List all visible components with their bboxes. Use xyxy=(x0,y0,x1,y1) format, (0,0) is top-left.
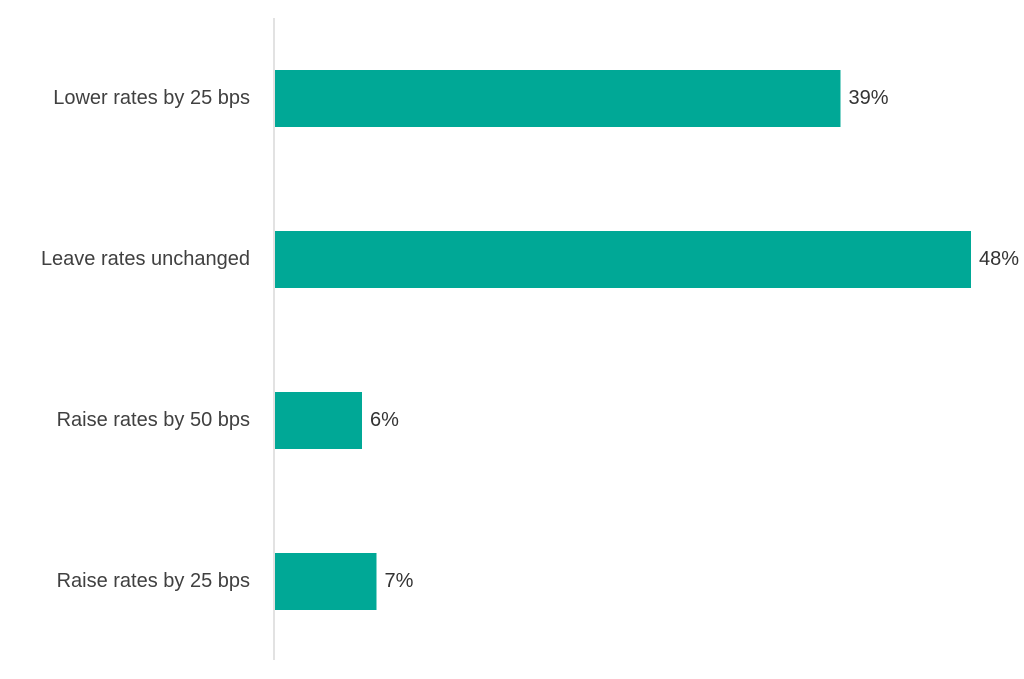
category-label: Raise rates by 50 bps xyxy=(57,409,250,431)
labels-layer: Lower rates by 25 bps 39% Leave rates unch… xyxy=(41,87,1019,592)
value-label: 39% xyxy=(849,87,889,109)
bar xyxy=(275,231,971,288)
category-label: Leave rates unchanged xyxy=(41,248,250,270)
category-label: Lower rates by 25 bps xyxy=(53,87,250,109)
bar xyxy=(275,70,841,127)
bar xyxy=(275,553,377,610)
category-label: Raise rates by 25 bps xyxy=(57,570,250,592)
bars-layer xyxy=(275,70,971,610)
value-label: 6% xyxy=(370,409,399,431)
value-label: 7% xyxy=(385,570,414,592)
value-label: 48% xyxy=(979,248,1019,270)
bar xyxy=(275,392,362,449)
